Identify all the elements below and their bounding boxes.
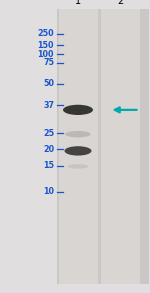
Bar bbox=[100, 9, 140, 284]
Text: 75: 75 bbox=[43, 59, 54, 67]
Text: 250: 250 bbox=[37, 29, 54, 38]
Text: 150: 150 bbox=[38, 41, 54, 50]
Text: 25: 25 bbox=[43, 129, 54, 138]
Ellipse shape bbox=[68, 164, 88, 168]
Text: 100: 100 bbox=[38, 50, 54, 59]
Ellipse shape bbox=[63, 105, 93, 115]
Text: 20: 20 bbox=[43, 145, 54, 154]
Text: 15: 15 bbox=[43, 161, 54, 170]
Text: 37: 37 bbox=[43, 101, 54, 110]
Text: 2: 2 bbox=[117, 0, 123, 6]
Ellipse shape bbox=[64, 146, 92, 156]
Text: 1: 1 bbox=[75, 0, 81, 6]
Text: 50: 50 bbox=[43, 79, 54, 88]
Ellipse shape bbox=[65, 131, 91, 137]
Text: 10: 10 bbox=[43, 188, 54, 196]
Bar bbox=[58, 9, 98, 284]
Bar bbox=[57, 9, 148, 284]
